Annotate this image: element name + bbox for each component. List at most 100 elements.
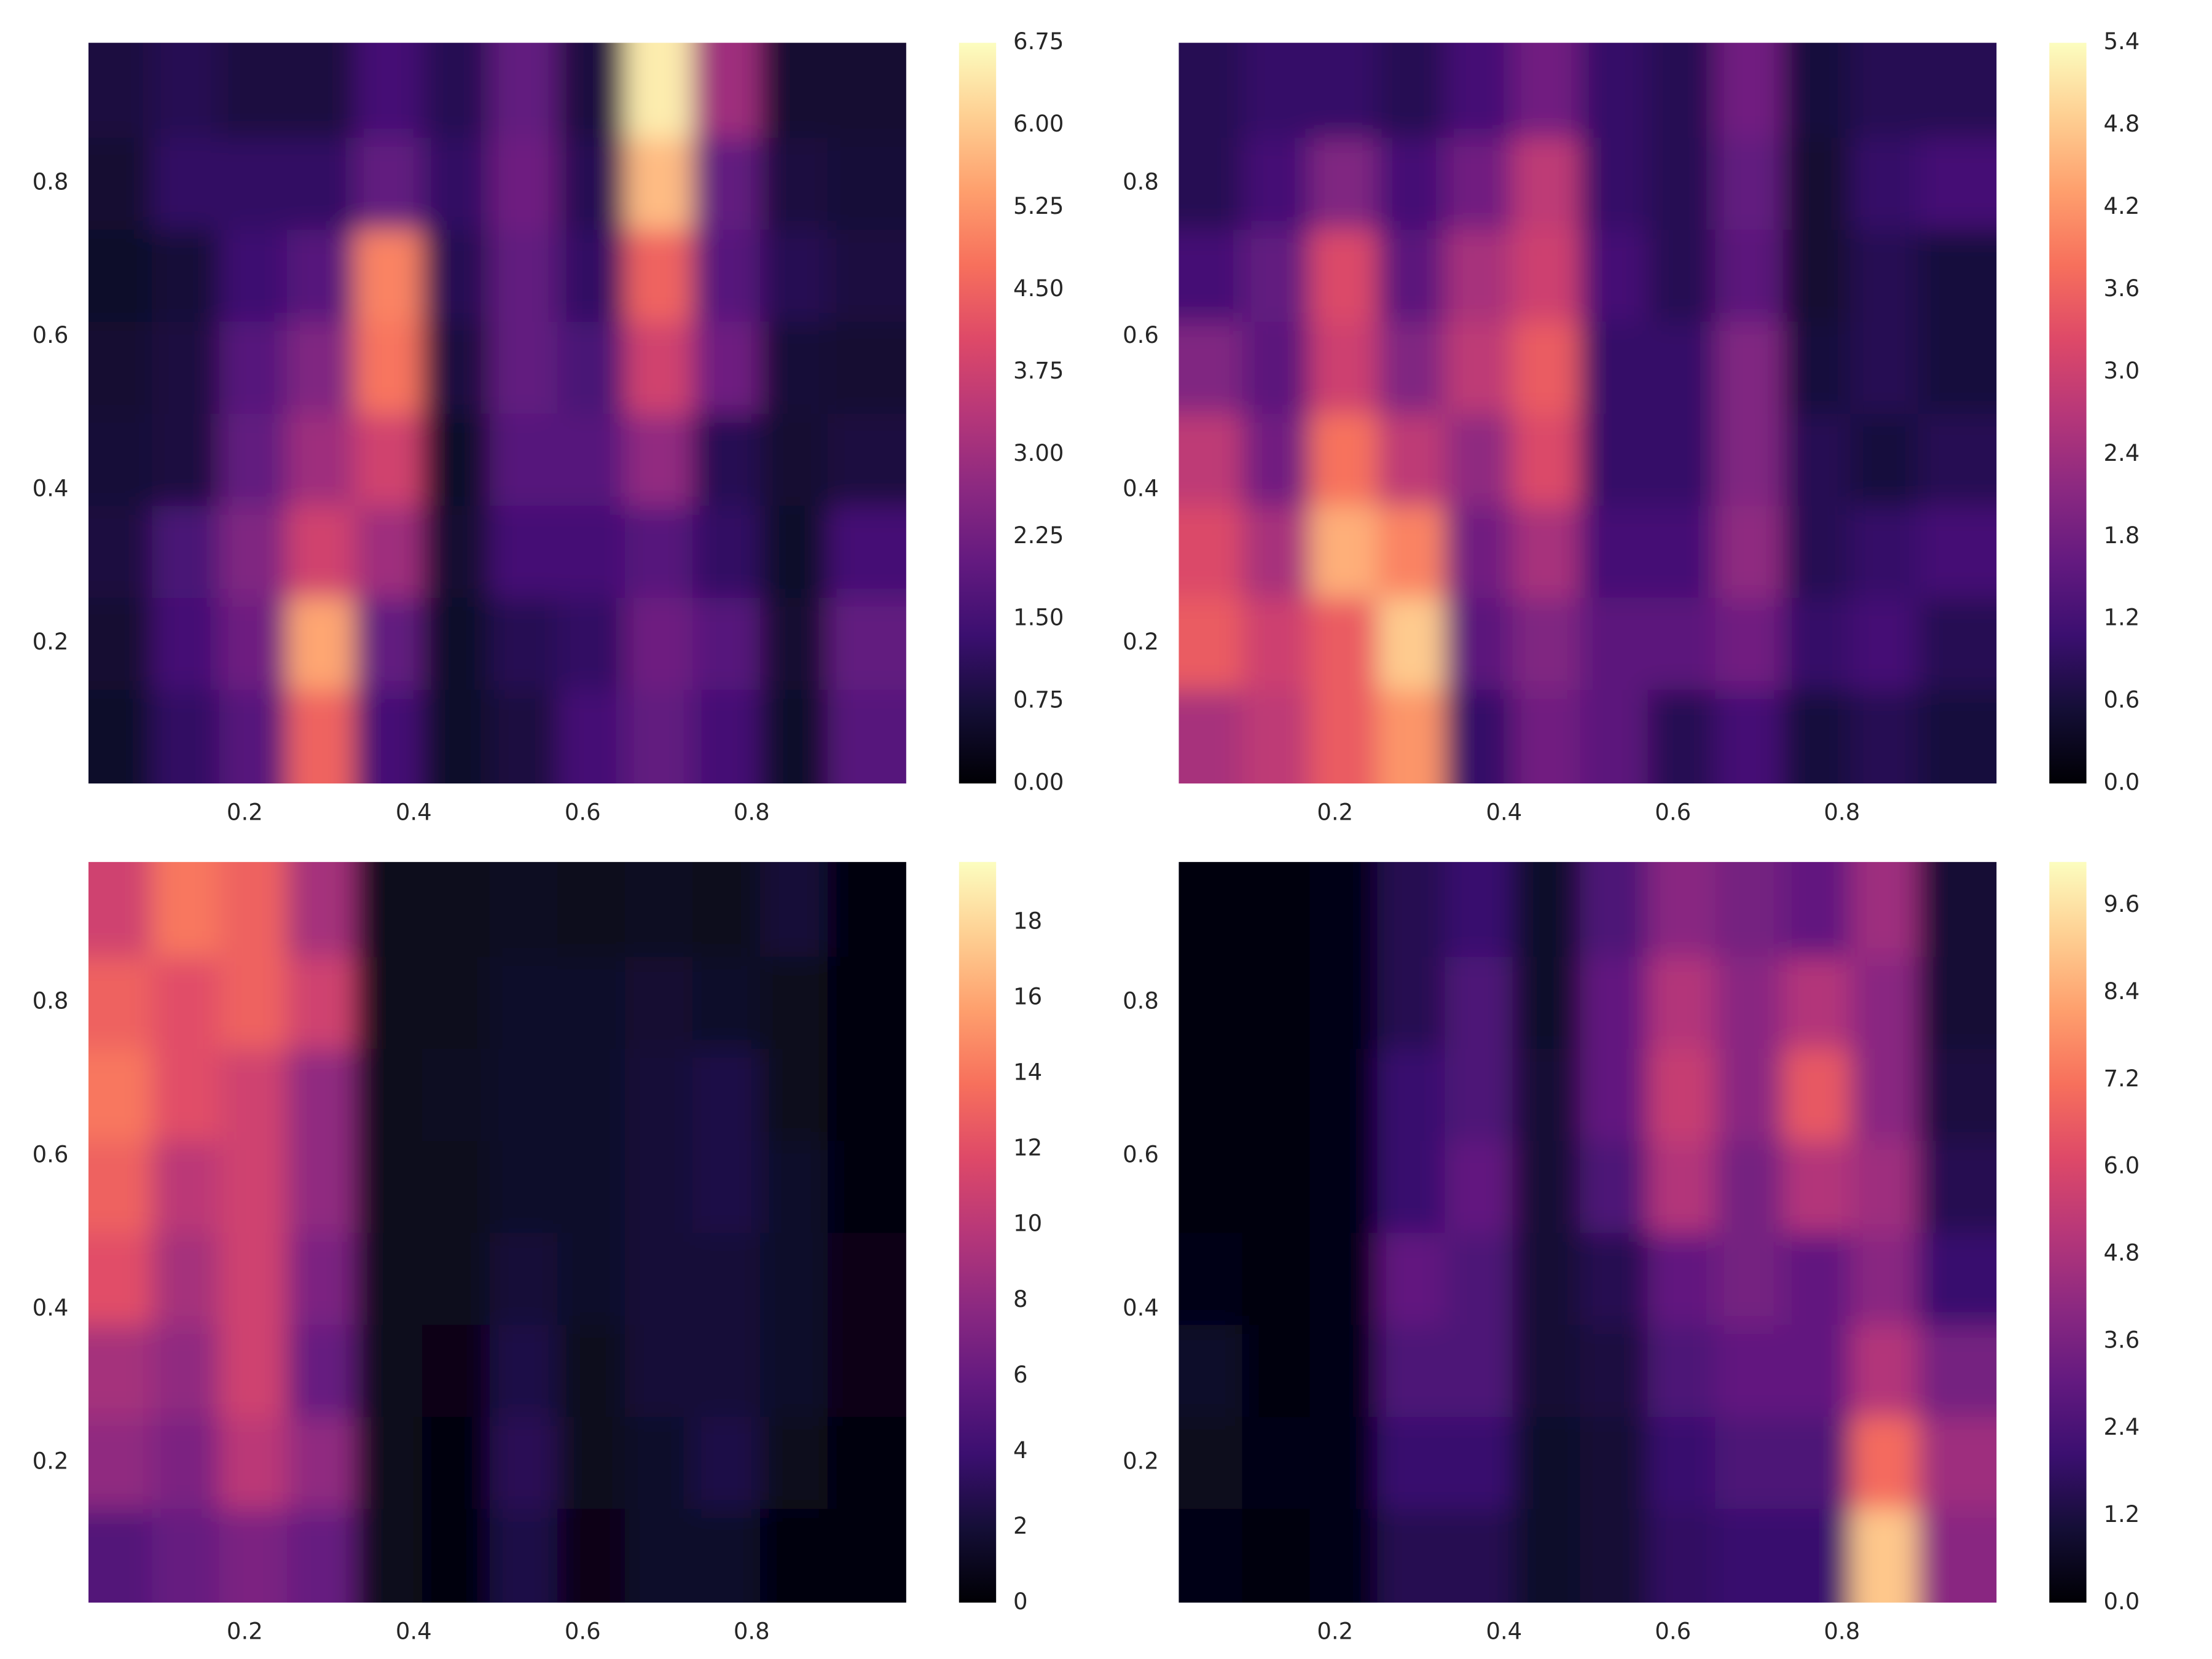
contour-cell <box>1377 1416 1446 1509</box>
contour-cell <box>152 321 221 414</box>
contour-cell <box>759 1508 828 1603</box>
colorbar-tick-label: 0.75 <box>1013 687 1064 713</box>
contour-cell <box>1647 1416 1716 1509</box>
contour-plot <box>1179 861 1997 1603</box>
contour-cell <box>759 42 828 138</box>
contour-cell <box>1512 597 1581 690</box>
contour-cell <box>287 505 356 598</box>
contour-cell <box>625 413 694 506</box>
colorbar-tick-label: 3.0 <box>2103 358 2139 384</box>
contour-cell <box>88 42 153 138</box>
contour-field <box>1179 42 1997 784</box>
contour-cell <box>1715 597 1784 690</box>
contour-cell <box>557 229 626 322</box>
colorbar-tick-label: 5.25 <box>1013 193 1064 219</box>
contour-cell <box>1918 689 1997 784</box>
contour-cell <box>490 1324 559 1418</box>
contour-cell <box>827 597 906 690</box>
contour-cell <box>1512 137 1581 230</box>
contour-cell <box>1512 956 1581 1049</box>
contour-cell <box>88 861 153 957</box>
contour-cell <box>422 1324 491 1418</box>
contour-cell <box>1647 505 1716 598</box>
contour-cell <box>1309 956 1378 1049</box>
contour-cell <box>1242 42 1311 138</box>
contour-cell <box>692 505 761 598</box>
contour-cell <box>219 861 288 957</box>
y-tick-label: 0.8 <box>33 988 69 1014</box>
contour-cell <box>1445 505 1513 598</box>
contour-cell <box>1647 1324 1716 1418</box>
contour-cell <box>827 1416 906 1509</box>
contour-cell <box>422 1048 491 1141</box>
contour-cell <box>1850 229 1919 322</box>
contour-cell <box>219 413 288 506</box>
colorbar-tick-label: 18 <box>1013 908 1042 935</box>
contour-cell <box>557 1416 626 1509</box>
contour-cell <box>557 956 626 1049</box>
contour-cell <box>1377 42 1446 138</box>
contour-cell <box>1783 1508 1851 1603</box>
contour-cell <box>1580 321 1649 414</box>
contour-cell <box>1580 1324 1649 1418</box>
contour-cell <box>625 229 694 322</box>
contour-cell <box>827 42 906 138</box>
contour-cell <box>355 229 423 322</box>
contour-cell <box>490 597 559 690</box>
contour-cell <box>625 1048 694 1141</box>
contour-cell <box>1445 689 1513 784</box>
contour-cell <box>1309 42 1378 138</box>
contour-cell <box>1850 1324 1919 1418</box>
colorbar-tick-label: 16 <box>1013 984 1042 1010</box>
contour-cell <box>1445 1416 1513 1509</box>
contour-cell <box>692 956 761 1049</box>
contour-cell <box>152 1416 221 1509</box>
contour-cell <box>355 956 423 1049</box>
contour-cell <box>625 956 694 1049</box>
contour-cell <box>88 505 153 598</box>
contour-cell <box>219 956 288 1049</box>
colorbar-tick-label: 3.00 <box>1013 440 1064 466</box>
contour-cell <box>1580 1416 1649 1509</box>
contour-cell <box>1647 1232 1716 1325</box>
contour-cell <box>152 689 221 784</box>
contour-cell <box>1715 1324 1784 1418</box>
contour-cell <box>557 1324 626 1418</box>
x-tick-label: 0.8 <box>1824 799 1860 825</box>
contour-cell <box>1783 956 1851 1049</box>
contour-cell <box>1445 1508 1513 1603</box>
contour-cell <box>692 137 761 230</box>
contour-cell <box>1918 1048 1997 1141</box>
contour-cell <box>1377 1048 1446 1141</box>
contour-cell <box>1918 956 1997 1049</box>
colorbar-tick-label: 1.2 <box>2103 605 2139 631</box>
contour-cell <box>1715 861 1784 957</box>
contour-cell <box>759 321 828 414</box>
contour-cell <box>1179 597 1243 690</box>
colorbar-tick-label: 14 <box>1013 1059 1042 1086</box>
contour-cell <box>1647 137 1716 230</box>
contour-cell <box>1377 229 1446 322</box>
contour-cell <box>1179 505 1243 598</box>
contour-cell <box>625 321 694 414</box>
contour-cell <box>1445 1140 1513 1233</box>
colorbar-tick-label: 4 <box>1013 1437 1028 1464</box>
contour-cell <box>1445 1048 1513 1141</box>
x-tick-label: 0.2 <box>1317 1618 1353 1645</box>
contour-cell <box>1918 413 1997 506</box>
contour-cell <box>1647 597 1716 690</box>
contour-cell <box>1783 137 1851 230</box>
contour-cell <box>490 1048 559 1141</box>
contour-cell <box>1309 1416 1378 1509</box>
contour-cell <box>1918 229 1997 322</box>
contour-cell <box>287 137 356 230</box>
colorbar-tick-label: 2.4 <box>2103 1414 2139 1440</box>
contour-cell <box>1783 1324 1851 1418</box>
contour-cell <box>422 42 491 138</box>
contour-cell <box>1512 42 1581 138</box>
contour-cell <box>422 597 491 690</box>
colorbar-tick-label: 0 <box>1013 1588 1028 1615</box>
contour-cell <box>422 321 491 414</box>
contour-cell <box>1445 1232 1513 1325</box>
contour-cell <box>1783 321 1851 414</box>
